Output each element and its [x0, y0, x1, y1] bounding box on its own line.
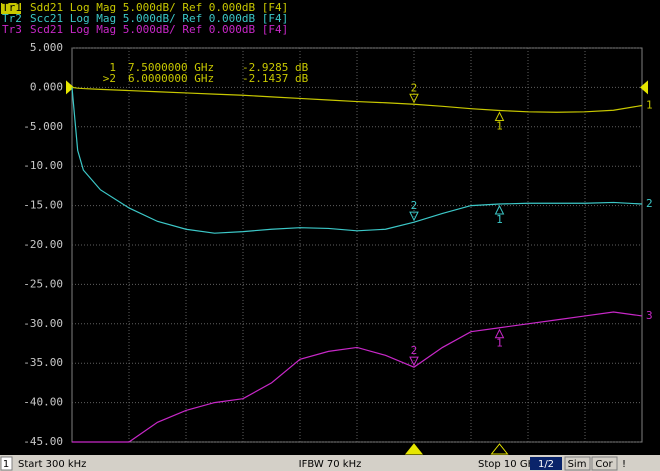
marker-label: 1: [496, 337, 503, 350]
cor: Cor: [595, 459, 613, 470]
y-tick-label: -35.00: [23, 356, 63, 369]
channel: 1: [3, 459, 9, 470]
readout-id: >2: [103, 72, 116, 85]
y-tick-label: 0.000: [30, 80, 63, 93]
marker-label: 1: [496, 119, 503, 132]
y-tick-label: -20.00: [23, 238, 63, 251]
trace-end-label: 3: [646, 309, 653, 322]
y-tick-label: -30.00: [23, 317, 63, 330]
y-tick-label: -5.000: [23, 120, 63, 133]
stop: Stop 10 GHz: [478, 459, 540, 470]
trace-format: Scd21 Log Mag 5.000dB/ Ref 0.000dB [F4]: [30, 23, 288, 36]
readout-response: -2.9285 dB: [242, 61, 309, 74]
trace-end-label: 2: [646, 197, 653, 210]
marker-label: 2: [411, 81, 418, 94]
trace-format: Sdd21 Log Mag 5.000dB/ Ref 0.000dB [F4]: [30, 1, 288, 14]
channel-box[interactable]: [0, 456, 13, 471]
trace-tag: Tr3: [2, 23, 22, 36]
stimulus-marker: [404, 443, 424, 455]
sim: Sim: [568, 459, 587, 470]
ref-left: [66, 80, 74, 95]
readout-response: -2.1437 dB: [242, 72, 309, 85]
y-tick-label: -40.00: [23, 396, 63, 409]
marker-label: 2: [411, 344, 418, 357]
marker: [409, 93, 419, 104]
warn: !: [622, 459, 626, 470]
sim-box[interactable]: [564, 456, 591, 471]
marker: [409, 356, 419, 367]
start: Start 300 kHz: [18, 459, 86, 470]
trace-tag: Tr1: [2, 1, 22, 14]
trace-end-label: 1: [646, 99, 653, 112]
readout-id: 1: [109, 61, 116, 74]
marker-label: 2: [411, 199, 418, 212]
y-tick-label: -10.00: [23, 159, 63, 172]
y-tick-label: -45.00: [23, 435, 63, 448]
marker-label: 1: [496, 213, 503, 226]
ifbw: IFBW 70 kHz: [299, 459, 362, 470]
stimulus-marker: [490, 443, 509, 455]
readout-stimulus: 6.0000000 GHz: [128, 72, 214, 85]
marker: [494, 111, 505, 121]
marker: [494, 204, 505, 215]
page-box[interactable]: [530, 457, 562, 470]
trace-format: Scc21 Log Mag 5.000dB/ Ref 0.000dB [F4]: [30, 12, 288, 25]
marker: [494, 328, 505, 339]
trace: [72, 311, 643, 443]
y-tick-label: 5.000: [30, 41, 63, 54]
trace-tag: Tr2: [2, 12, 22, 25]
status-bar: [0, 455, 660, 471]
ref-right: [640, 80, 648, 95]
y-tick-label: -15.00: [23, 199, 63, 212]
page: 1/2: [538, 459, 554, 470]
cor-box[interactable]: [591, 456, 618, 471]
trace: [71, 86, 643, 113]
marker: [409, 211, 419, 222]
active-trace-box: [1, 3, 21, 14]
trace: [71, 87, 643, 234]
y-tick-label: -25.00: [23, 277, 63, 290]
readout-stimulus: 7.5000000 GHz: [128, 61, 214, 74]
